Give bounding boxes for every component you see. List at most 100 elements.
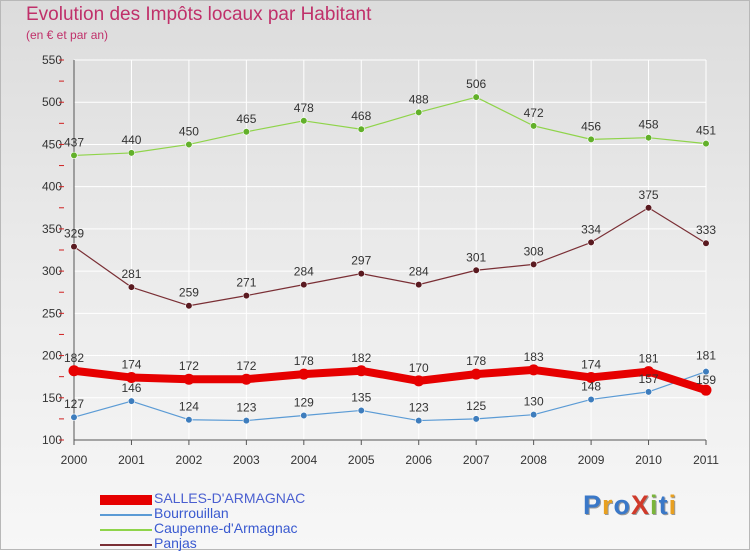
- y-tick-label: 500: [42, 95, 62, 109]
- data-label: 127: [64, 397, 84, 411]
- data-point: [242, 128, 250, 136]
- x-tick-label: 2003: [233, 453, 260, 467]
- data-point: [587, 395, 595, 404]
- data-point: [357, 125, 365, 133]
- data-label: 472: [524, 106, 544, 120]
- data-label: 148: [581, 379, 601, 393]
- logo-letter: t: [658, 490, 669, 520]
- x-tick-label: 2011: [693, 453, 719, 467]
- series-line: [73, 96, 707, 157]
- data-point: [530, 260, 538, 268]
- x-tick-label: 2000: [61, 453, 88, 467]
- data-label: 182: [64, 351, 84, 365]
- data-label: 284: [294, 265, 314, 279]
- data-point: [183, 373, 195, 385]
- data-point: [127, 149, 136, 157]
- data-label: 468: [351, 109, 371, 123]
- data-point: [472, 415, 480, 423]
- chart-subtitle: (en € et par an): [26, 28, 109, 42]
- data-label: 123: [409, 401, 429, 415]
- data-label: 172: [236, 359, 256, 373]
- data-point: [470, 368, 482, 380]
- data-label: 297: [351, 254, 371, 268]
- legend-label: Caupenne-d'Armagnac: [154, 520, 298, 536]
- logo-letter: X: [631, 490, 651, 520]
- series-line: [73, 207, 707, 307]
- data-label: 271: [236, 276, 256, 290]
- data-label: 130: [524, 395, 544, 409]
- data-label: 174: [121, 358, 141, 372]
- y-tick-label: 350: [42, 222, 62, 236]
- data-label: 451: [696, 124, 716, 138]
- data-point: [240, 373, 252, 385]
- logo-letter: i: [650, 490, 659, 520]
- data-label: 178: [466, 354, 486, 368]
- data-point: [242, 416, 250, 425]
- data-label: 506: [466, 77, 486, 91]
- data-label: 375: [639, 188, 659, 202]
- data-point: [127, 283, 136, 291]
- x-tick-label: 2005: [348, 453, 375, 467]
- data-point: [585, 372, 597, 384]
- data-label: 183: [524, 350, 544, 364]
- data-label: 124: [179, 400, 199, 414]
- data-label: 488: [409, 92, 429, 106]
- data-label: 465: [236, 112, 256, 126]
- proxiti-logo: ProXiti: [583, 490, 677, 521]
- data-label: 181: [639, 352, 659, 366]
- data-label: 182: [351, 351, 371, 365]
- data-label: 181: [696, 349, 716, 363]
- y-tick-label: 300: [42, 264, 62, 278]
- data-point: [644, 134, 653, 142]
- x-tick-label: 2008: [520, 453, 547, 467]
- data-label: 450: [179, 124, 199, 138]
- data-point: [300, 411, 308, 420]
- data-label: 259: [179, 286, 199, 300]
- y-tick-label: 250: [42, 306, 62, 320]
- data-label: 172: [179, 359, 199, 373]
- logo-letter: P: [583, 490, 603, 520]
- logo-letter: i: [668, 490, 678, 520]
- data-label: 456: [581, 119, 601, 133]
- chart-title: Evolution des Impôts locaux par Habitant: [26, 4, 372, 25]
- legend-swatch: [100, 544, 152, 546]
- data-label: 157: [639, 372, 659, 386]
- data-point: [70, 243, 78, 251]
- data-point: [528, 364, 540, 376]
- data-point: [472, 266, 480, 274]
- data-point: [530, 122, 538, 130]
- y-tick-label: 200: [42, 349, 62, 363]
- data-label: 135: [351, 390, 371, 404]
- y-tick-label: 150: [42, 391, 62, 405]
- legend-label: Bourrouillan: [154, 505, 229, 521]
- data-label: 440: [121, 133, 141, 147]
- x-tick-label: 2007: [463, 453, 490, 467]
- data-point: [70, 413, 78, 421]
- y-tick-label: 450: [42, 137, 62, 151]
- data-label: 478: [294, 101, 314, 115]
- x-tick-label: 2001: [118, 453, 145, 467]
- data-point: [413, 375, 425, 387]
- data-point: [298, 368, 310, 380]
- data-point: [68, 365, 80, 377]
- logo-letter: o: [613, 490, 632, 520]
- data-point: [587, 135, 595, 143]
- data-point: [357, 270, 365, 278]
- data-label: 334: [581, 222, 601, 236]
- data-point: [587, 238, 595, 246]
- x-tick-label: 2004: [290, 453, 317, 467]
- data-label: 129: [294, 396, 314, 410]
- data-point: [644, 204, 653, 212]
- data-label: 308: [524, 244, 544, 258]
- data-point: [702, 239, 710, 247]
- data-point: [300, 281, 308, 289]
- x-tick-label: 2009: [578, 453, 605, 467]
- legend-swatch: [100, 529, 152, 531]
- data-label: 333: [696, 223, 716, 237]
- data-point: [70, 151, 78, 160]
- data-point: [415, 416, 423, 425]
- data-point: [242, 292, 250, 300]
- data-point: [185, 140, 193, 149]
- y-tick-label: 100: [42, 433, 62, 447]
